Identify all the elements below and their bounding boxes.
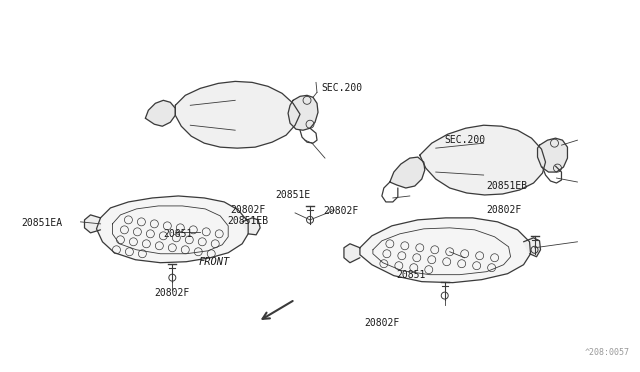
Polygon shape (242, 218, 260, 235)
Text: SEC.200: SEC.200 (445, 135, 486, 145)
Polygon shape (344, 244, 360, 263)
Text: 20802F: 20802F (365, 318, 400, 328)
Text: 20802F: 20802F (323, 206, 358, 216)
Text: FRONT: FRONT (198, 257, 230, 267)
Text: 20851: 20851 (397, 270, 426, 280)
Text: 20851EB: 20851EB (486, 181, 527, 191)
Text: 20851E: 20851E (275, 190, 310, 200)
Text: 20802F: 20802F (486, 205, 522, 215)
Polygon shape (390, 157, 425, 188)
Polygon shape (360, 218, 531, 283)
Text: 20851EA: 20851EA (21, 218, 62, 228)
Polygon shape (84, 215, 100, 233)
Text: 20851: 20851 (164, 229, 193, 239)
Polygon shape (97, 196, 248, 263)
Text: 20802F: 20802F (154, 288, 189, 298)
Text: 20851EB: 20851EB (227, 216, 269, 226)
Polygon shape (145, 100, 175, 126)
Polygon shape (524, 238, 541, 257)
Text: 20802F: 20802F (230, 205, 266, 215)
Polygon shape (420, 125, 545, 195)
Text: SEC.200: SEC.200 (321, 83, 362, 93)
Text: ^208:0057: ^208:0057 (584, 348, 629, 357)
Polygon shape (288, 95, 318, 130)
Polygon shape (538, 138, 568, 172)
Polygon shape (175, 81, 300, 148)
